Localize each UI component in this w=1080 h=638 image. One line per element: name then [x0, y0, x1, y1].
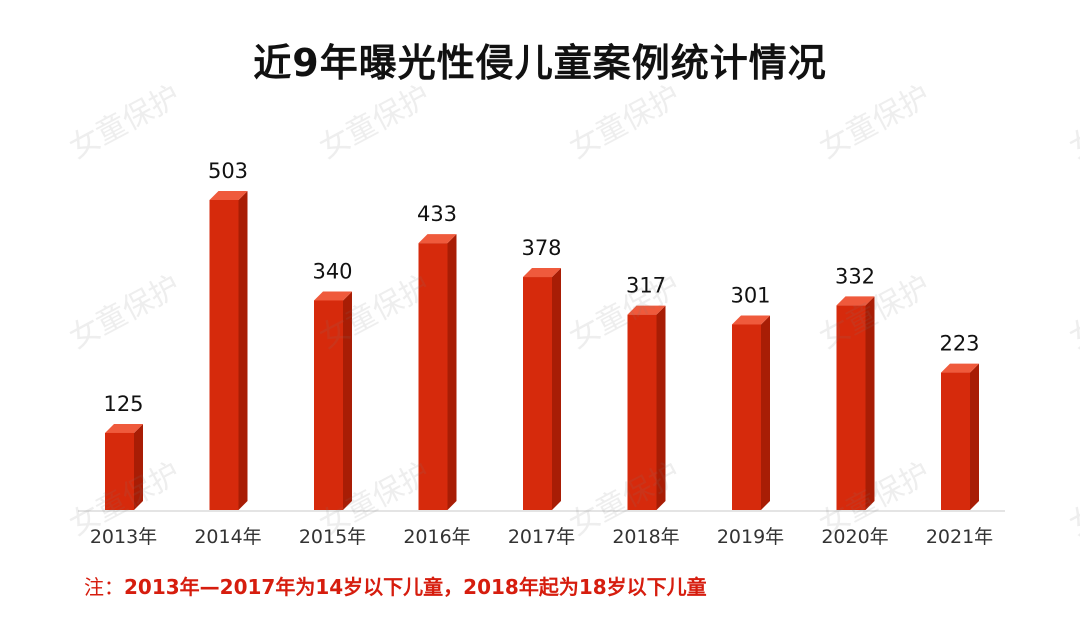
data-label: 433 — [417, 202, 457, 226]
x-tick-label: 2017年 — [508, 526, 575, 548]
x-tick-label: 2016年 — [403, 526, 470, 548]
bar-top — [836, 296, 875, 306]
bar-top — [627, 305, 666, 315]
bar-side — [865, 296, 875, 510]
bar-top — [418, 234, 457, 244]
data-label: 332 — [835, 264, 875, 288]
x-tick-label: 2013年 — [90, 526, 157, 548]
bar-top — [523, 268, 561, 278]
x-tick-label: 2018年 — [612, 526, 679, 548]
bar-side — [134, 423, 143, 510]
bar-side — [761, 315, 770, 510]
bar-top — [209, 191, 248, 200]
chart-title: 近9年曝光性侵儿童案例统计情况 — [253, 41, 827, 85]
x-tick-label: 2014年 — [194, 526, 261, 548]
data-label: 125 — [103, 392, 143, 416]
bar-top — [732, 315, 770, 325]
x-tick-label: 2015年 — [299, 526, 366, 548]
x-tick-label: 2020年 — [821, 526, 888, 548]
bar — [418, 243, 448, 510]
data-label: 503 — [208, 159, 248, 183]
bar — [836, 305, 866, 510]
footnote-prefix: 注： — [84, 575, 124, 599]
footnote: 注：2013年—2017年为14岁以下儿童，2018年起为18岁以下儿童 — [84, 571, 707, 600]
bar-side — [552, 268, 561, 510]
x-tick-label: 2021年 — [926, 526, 993, 548]
bar-side — [343, 291, 352, 510]
bar-top — [314, 291, 352, 301]
bar-side — [970, 363, 979, 510]
bar — [523, 277, 552, 510]
bar-top — [941, 363, 979, 373]
bar-side — [447, 234, 457, 510]
bar — [209, 200, 239, 510]
data-label: 378 — [521, 236, 561, 260]
bar-side — [238, 191, 248, 510]
data-label: 223 — [939, 332, 979, 356]
bar-side — [656, 305, 666, 510]
data-label: 340 — [312, 259, 352, 283]
bar — [105, 432, 134, 510]
bar — [314, 300, 343, 510]
bar-top — [105, 423, 143, 433]
bar — [627, 314, 657, 510]
data-label: 301 — [730, 283, 770, 307]
footnote-text: 2013年—2017年为14岁以下儿童，2018年起为18岁以下儿童 — [124, 575, 707, 599]
bar — [941, 372, 970, 510]
data-label: 317 — [626, 274, 666, 298]
bar — [732, 324, 761, 510]
x-tick-label: 2019年 — [717, 526, 784, 548]
